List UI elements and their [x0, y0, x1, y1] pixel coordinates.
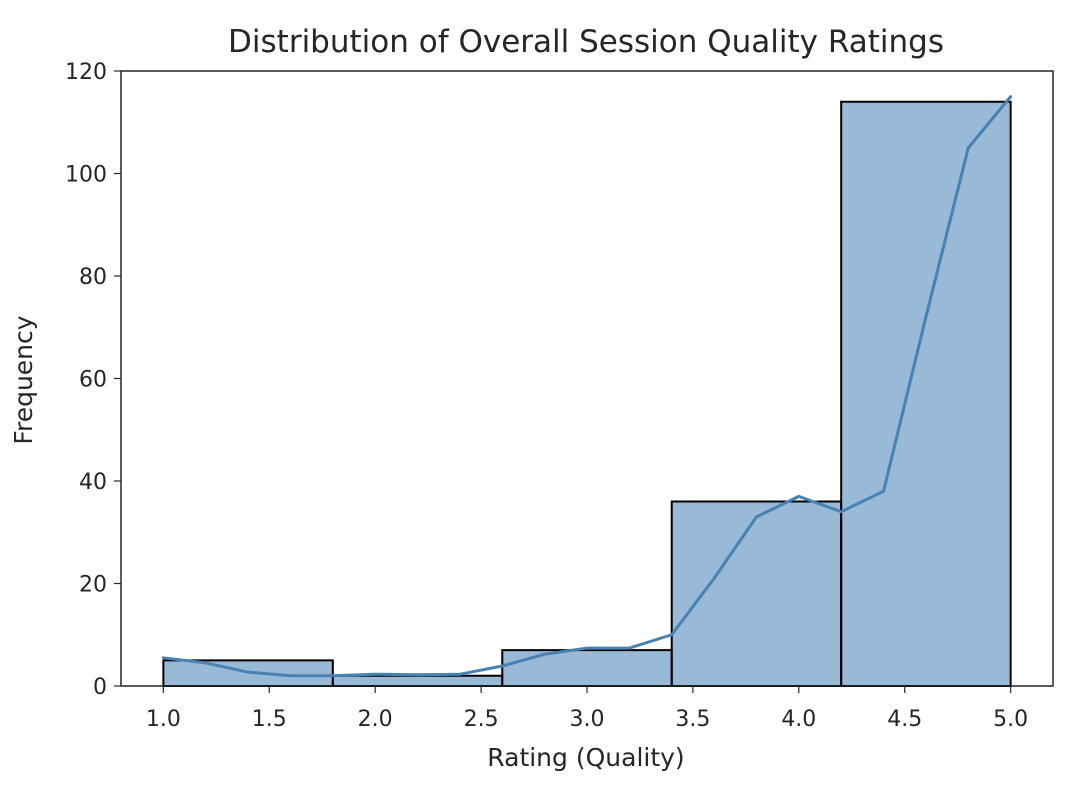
histogram-bar-5: [840, 100, 1012, 687]
y-tick-label: 120: [65, 60, 107, 85]
x-axis-ticks: 1.0 1.5 2.0 2.5 3.0 3.5 4.0 4.5 5.0: [146, 686, 1028, 732]
y-axis-label: Frequency: [9, 315, 38, 444]
histogram-bar-2: [331, 674, 504, 687]
x-tick-label: 1.0: [146, 707, 181, 732]
x-axis-label: Rating (Quality): [487, 743, 684, 772]
kde-curve: [161, 95, 1013, 678]
x-tick-label: 3.0: [570, 707, 605, 732]
y-axis-ticks: 0 20 40 60 80 100 120: [65, 60, 121, 700]
chart-title: Distribution of Overall Session Quality …: [228, 24, 944, 60]
x-tick-label: 1.5: [252, 707, 287, 732]
y-tick-label: 100: [65, 163, 107, 188]
y-tick-label: 60: [79, 368, 107, 393]
y-tick-label: 20: [79, 573, 107, 598]
x-tick-label: 4.0: [781, 707, 816, 732]
x-tick-label: 2.0: [358, 707, 393, 732]
bars-group: [162, 100, 1012, 687]
x-tick-label: 4.5: [887, 707, 922, 732]
x-tick-label: 2.5: [464, 707, 499, 732]
y-tick-label: 80: [79, 265, 107, 290]
histogram-bar-3: [501, 649, 673, 687]
histogram-bar-4: [670, 500, 843, 687]
y-tick-label: 0: [93, 675, 107, 700]
y-tick-label: 40: [79, 470, 107, 495]
x-tick-label: 5.0: [993, 707, 1028, 732]
x-tick-label: 3.5: [675, 707, 710, 732]
